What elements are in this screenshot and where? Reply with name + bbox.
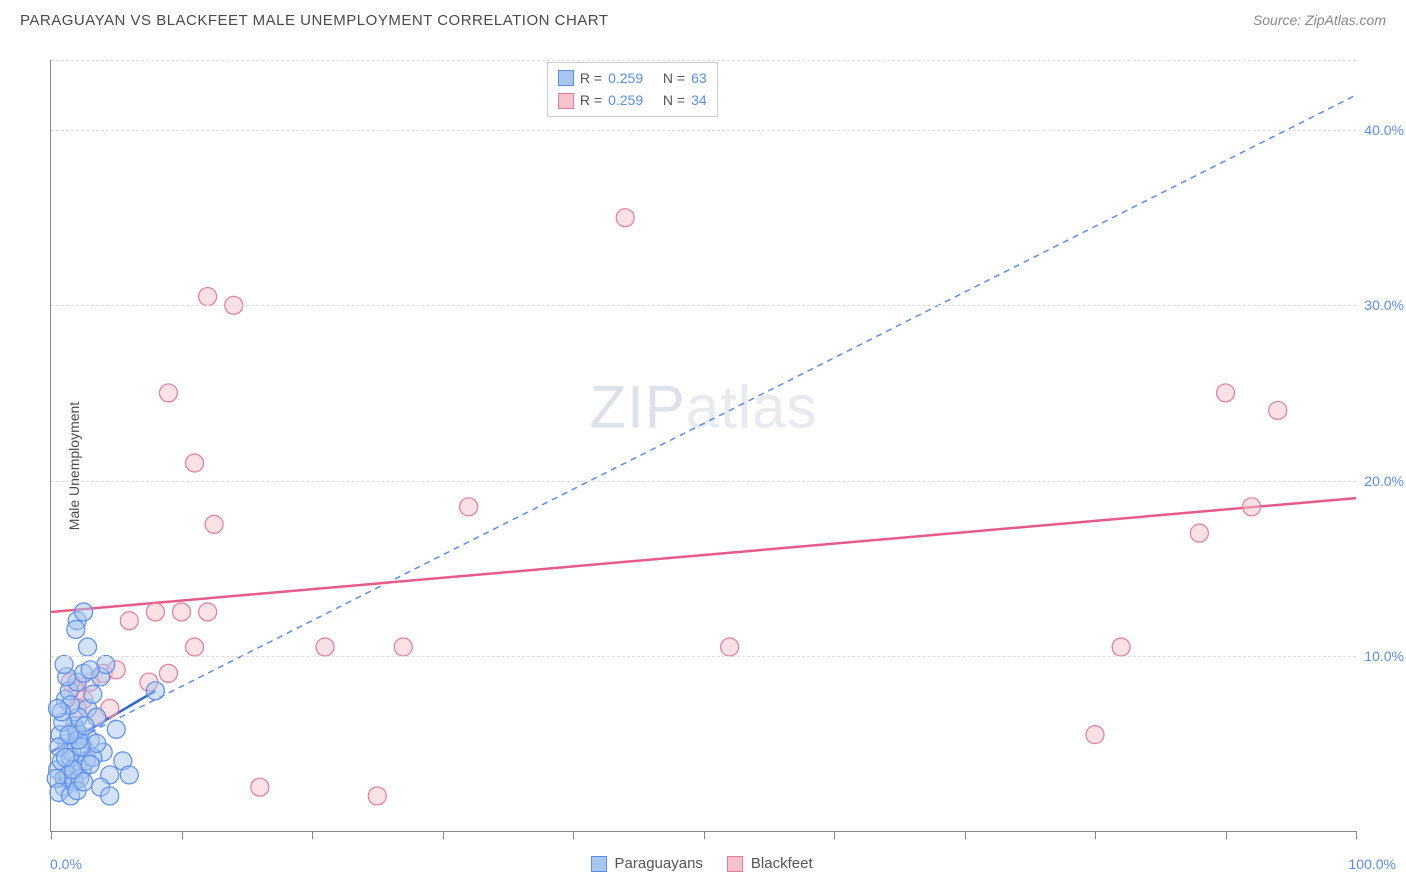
data-point [394,638,412,656]
gridline [51,656,1356,657]
data-point [1112,638,1130,656]
legend-row-blackfeet: R = 0.259 N = 34 [558,89,707,111]
data-point [76,717,94,735]
gridline [51,481,1356,482]
data-point [81,661,99,679]
x-tick [51,831,52,839]
gridline [51,305,1356,306]
x-tick [965,831,966,839]
data-point [1217,384,1235,402]
legend-item-blackfeet: Blackfeet [727,855,813,872]
data-point [79,638,97,656]
swatch-paraguayans-icon [591,856,607,872]
data-point [186,454,204,472]
gridline [51,60,1356,61]
y-tick-label: 30.0% [1364,297,1404,313]
swatch-blackfeet [558,93,574,109]
chart-container: Male Unemployment ZIPatlas R = 0.259 N =… [0,40,1406,892]
data-point [107,720,125,738]
chart-header: PARAGUAYAN VS BLACKFEET MALE UNEMPLOYMEN… [0,0,1406,40]
data-point [55,656,73,674]
data-point [616,209,634,227]
data-point [101,787,119,805]
data-point [146,603,164,621]
plot-svg [51,60,1356,831]
chart-title: PARAGUAYAN VS BLACKFEET MALE UNEMPLOYMEN… [20,12,609,29]
x-tick [1095,831,1096,839]
x-tick [834,831,835,839]
legend-correlation: R = 0.259 N = 63 R = 0.259 N = 34 [547,62,718,117]
data-point [159,384,177,402]
x-tick [443,831,444,839]
data-point [49,699,67,717]
data-point [251,778,269,796]
data-point [120,766,138,784]
x-tick [1356,831,1357,839]
x-tick [573,831,574,839]
x-tick [1226,831,1227,839]
data-point [1243,498,1261,516]
data-point [60,726,78,744]
data-point [146,682,164,700]
gridline [51,130,1356,131]
data-point [199,288,217,306]
swatch-paraguayans [558,70,574,86]
x-label-max: 100.0% [1349,856,1396,872]
plot-area: ZIPatlas R = 0.259 N = 63 R = 0.259 N = … [50,60,1356,832]
legend-row-paraguayans: R = 0.259 N = 63 [558,67,707,89]
trend-blackfeet [51,498,1356,612]
data-point [81,755,99,773]
swatch-blackfeet-icon [727,856,743,872]
data-point [84,685,102,703]
data-point [120,612,138,630]
y-tick-label: 20.0% [1364,473,1404,489]
data-point [205,515,223,533]
data-point [316,638,334,656]
chart-source: Source: ZipAtlas.com [1253,12,1386,28]
data-point [56,748,74,766]
data-point [159,664,177,682]
data-point [721,638,739,656]
y-tick-label: 40.0% [1364,122,1404,138]
data-point [368,787,386,805]
x-label-min: 0.0% [50,856,82,872]
data-point [75,603,93,621]
data-point [1086,726,1104,744]
x-tick [182,831,183,839]
data-point [173,603,191,621]
data-point [1269,401,1287,419]
data-point [186,638,204,656]
y-tick-label: 10.0% [1364,648,1404,664]
legend-series: Paraguayans Blackfeet [591,855,813,872]
data-point [75,773,93,791]
trend-dashed-paraguayans [51,95,1356,752]
data-point [1190,524,1208,542]
x-tick [704,831,705,839]
data-point [67,620,85,638]
data-point [199,603,217,621]
legend-item-paraguayans: Paraguayans [591,855,703,872]
data-point [88,734,106,752]
x-tick [312,831,313,839]
data-point [460,498,478,516]
